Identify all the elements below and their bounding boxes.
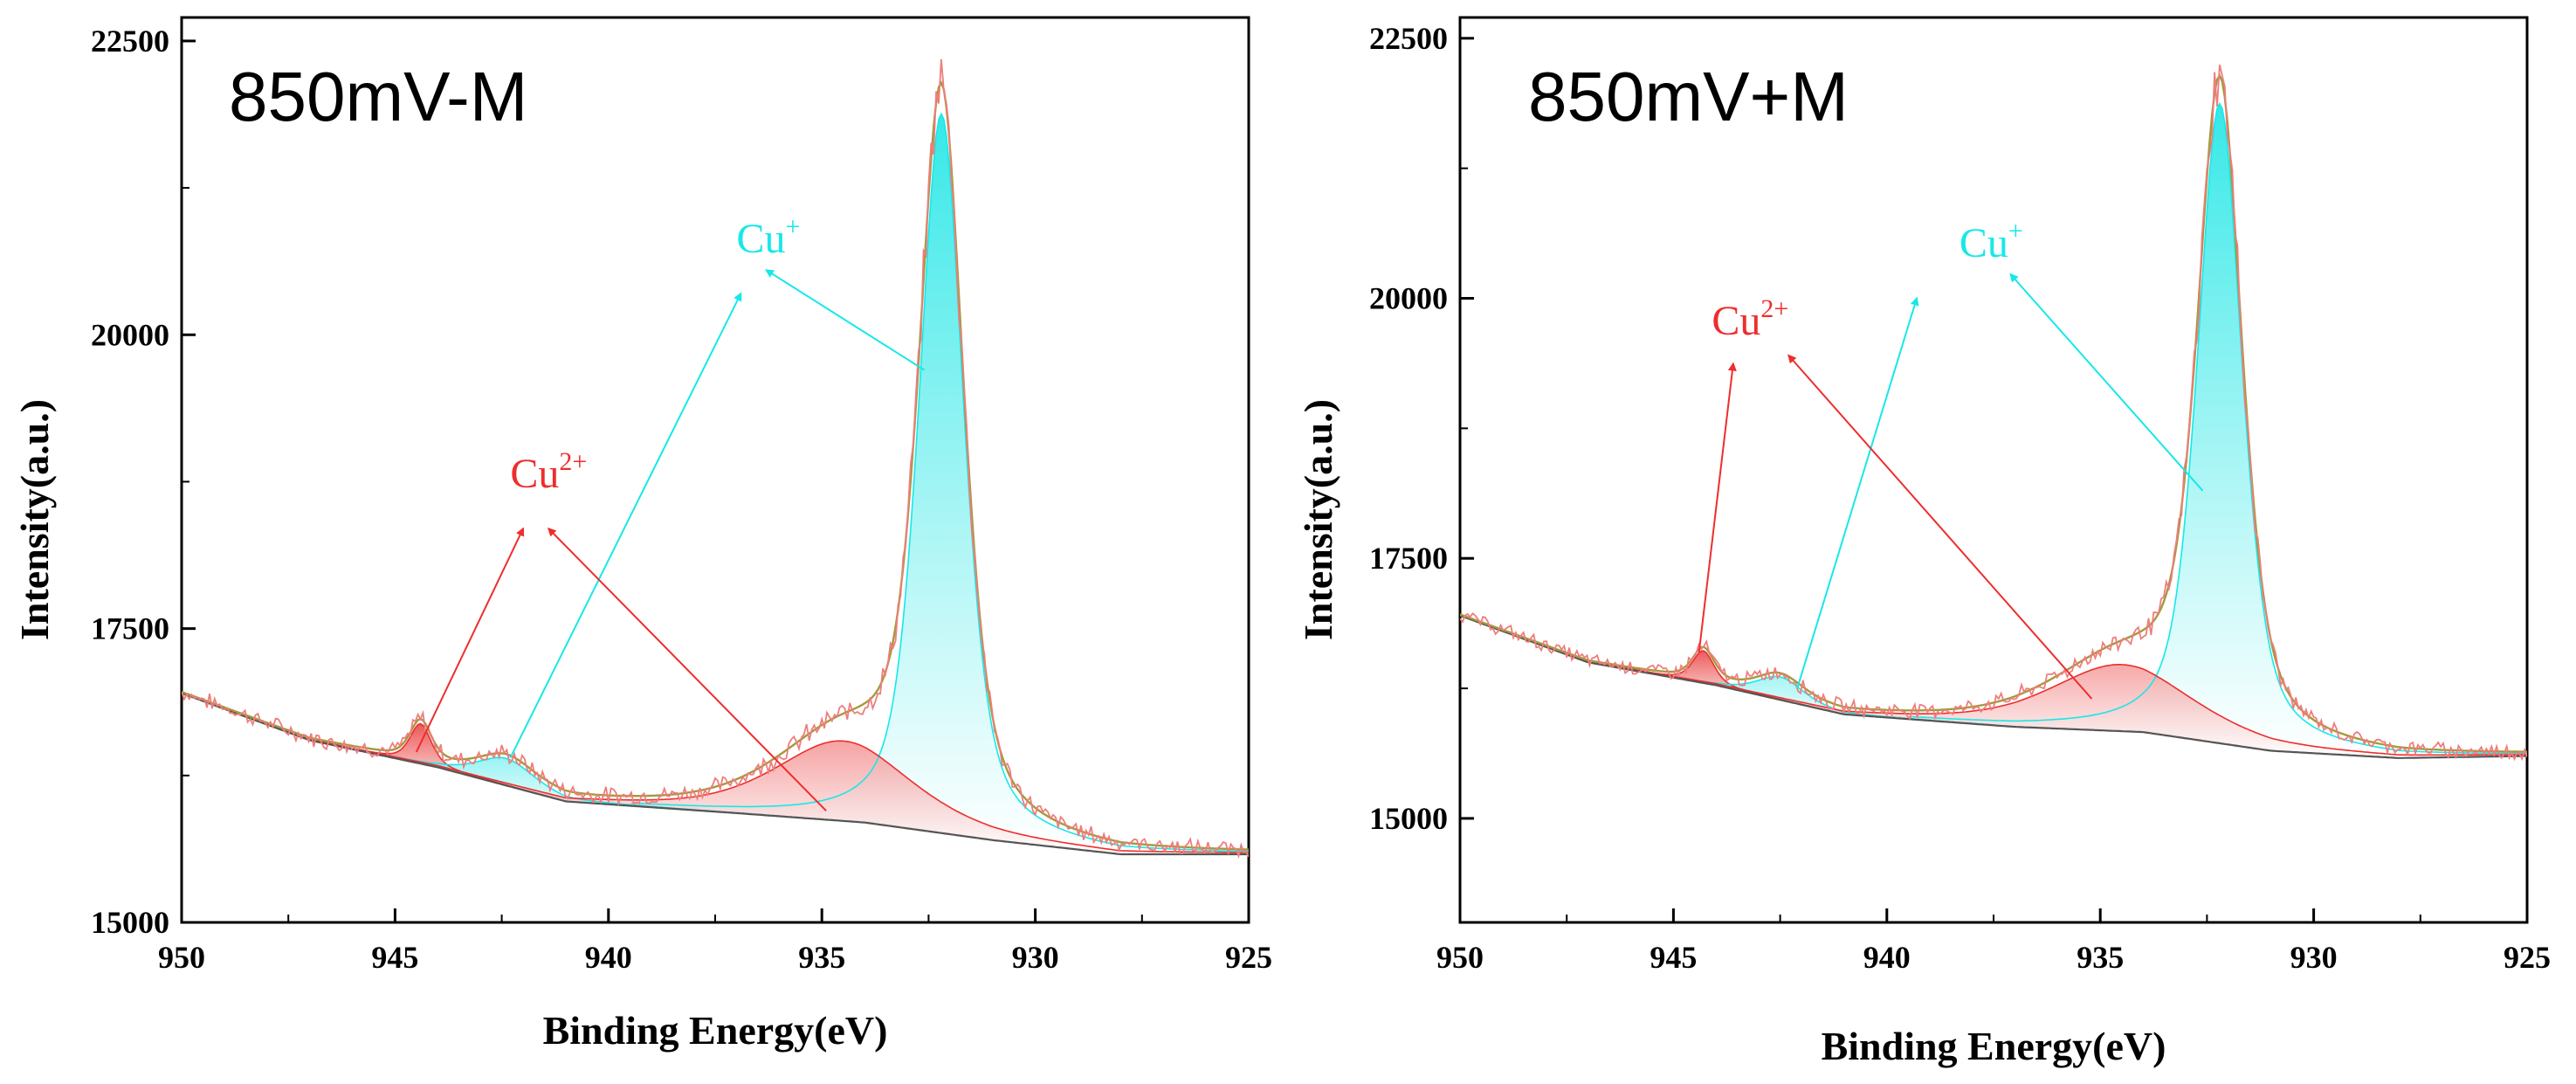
annotation-arrow [764,269,926,371]
x-tick-label: 925 [2504,940,2551,975]
panel-title: 850mV+M [1528,58,1849,135]
x-tick-label: 945 [371,940,418,975]
y-axis-label: Intensity(a.u.) [12,399,57,640]
x-tick-label: 940 [585,940,632,975]
plot-frame [1458,16,2529,924]
chart-panel-850mv-plus-m: 950 945 940 935 930 925 15000 17500 20000 22500 C… [1296,16,2551,1068]
raw-spectrum-line [1460,64,2527,762]
y-tick-label: 15000 [91,905,169,940]
peak-line-Cuplus [1909,101,2527,755]
annotation-label: Cu2+ [1712,294,1788,344]
annotation-label: Cu+ [736,212,800,262]
peak-line-Cu2plus [1460,614,2527,756]
x-tick-label: 935 [2077,940,2124,975]
annotation-arrow [1796,296,1919,689]
x-tick-label: 925 [1225,940,1272,975]
y-tick-label: 22500 [91,24,169,59]
y-tick-label: 20000 [91,317,169,352]
peak-area-Cuplus [631,114,1249,855]
y-tick-label: 22500 [1369,21,1448,56]
envelope-fit-line [1460,73,2527,753]
raw-spectrum-line [182,59,1249,860]
y-tick-label: 20000 [1369,281,1448,316]
annotation-arrow [509,292,742,759]
y-tick-label: 15000 [1369,801,1448,836]
x-tick-label: 945 [1650,940,1697,975]
annotation-arrow [547,527,827,811]
x-tick-label: 950 [1436,940,1484,975]
peak-line-Cuplus [630,112,1249,853]
annotation-arrow [2009,273,2204,492]
annotation-arrow [1787,354,2093,700]
x-axis-label: Binding Energy(eV) [543,1008,888,1053]
annotation-arrow [1698,362,1737,652]
x-tick-label: 930 [2290,940,2338,975]
background-line [182,692,1249,856]
x-axis-label: Binding Energy(eV) [1822,1024,2166,1068]
peak-area-Cu2plus [1460,615,2527,758]
panel-title: 850mV-M [229,58,527,135]
annotation-arrow [415,527,525,753]
envelope-fit-line [182,80,1249,851]
chart-panel-850mv-minus-m: 950 945 940 935 930 925 15000 17500 20000 22500 C… [12,16,1272,1053]
x-tick-label: 930 [1012,940,1059,975]
background-line [1460,614,2527,759]
x-tick-label: 935 [798,940,845,975]
y-tick-label: 17500 [1369,541,1448,576]
y-tick-label: 17500 [91,611,169,646]
x-tick-label: 940 [1863,940,1911,975]
annotation-label: Cu2+ [510,447,587,497]
annotation-label: Cu+ [1960,217,2023,266]
peak-area-Cuplus [1910,103,2527,758]
x-tick-label: 950 [158,940,205,975]
y-axis-label: Intensity(a.u.) [1296,399,1340,640]
peak-line-Cu2plus [182,692,1249,853]
peak-area-Cu2plus [182,692,1249,854]
